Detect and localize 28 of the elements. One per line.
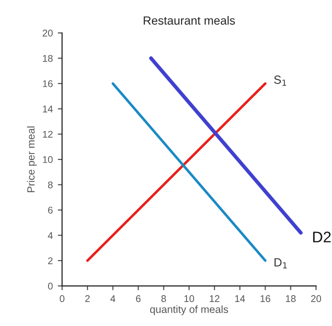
y-tick-label: 16	[42, 80, 53, 88]
x-tick-label: 20	[311, 295, 322, 302]
x-tick-label: 6	[136, 295, 141, 302]
series-label: S$_{1}$	[274, 76, 286, 86]
y-tick-label: 10	[42, 156, 53, 164]
series-label: D$_{1}$	[274, 258, 287, 268]
chart-title: Restaurant meals	[144, 16, 235, 25]
x-tick-label: 8	[161, 295, 166, 302]
y-tick-label: 20	[42, 30, 53, 37]
series-label: D2	[313, 232, 331, 242]
y-tick-label: 4	[48, 232, 53, 239]
x-tick-label: 10	[184, 295, 194, 302]
y-tick-label: 8	[48, 181, 53, 188]
y-tick-label: 18	[42, 54, 53, 62]
y-tick-label: 14	[42, 106, 53, 112]
x-tick-label: 12	[210, 295, 220, 302]
x-axis-title: quantity of meals	[150, 305, 228, 316]
x-tick-label: 18	[286, 295, 296, 302]
x-tick-label: 0	[60, 295, 64, 302]
x-tick-label: 14	[235, 295, 245, 302]
x-tick-label: 2	[85, 295, 90, 302]
x-tick-label: 16	[260, 295, 270, 302]
y-axis-title: Price per meal	[26, 126, 37, 192]
y-tick-label: 6	[48, 206, 53, 214]
y-tick-label: 2	[48, 257, 53, 264]
x-tick-label: 4	[110, 295, 116, 302]
y-tick-label: 0	[48, 282, 53, 290]
y-tick-label: 12	[42, 130, 53, 138]
